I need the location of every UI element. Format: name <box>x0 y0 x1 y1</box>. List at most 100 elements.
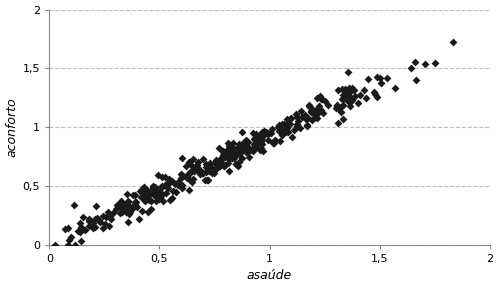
Point <box>51 242 59 247</box>
Point <box>220 152 228 157</box>
Point <box>79 215 87 219</box>
Point <box>221 155 229 160</box>
Point <box>280 122 288 127</box>
Point <box>224 147 232 151</box>
Point <box>312 107 320 112</box>
Point <box>91 225 99 229</box>
Point <box>255 138 263 143</box>
Point <box>282 130 290 134</box>
Point <box>166 197 174 202</box>
Point <box>287 134 295 139</box>
Point <box>124 219 132 224</box>
Point <box>226 168 234 173</box>
Point <box>277 125 285 130</box>
Point <box>346 86 354 91</box>
Point <box>214 166 222 170</box>
Point <box>85 224 93 229</box>
Point <box>259 149 267 154</box>
Point <box>154 173 162 178</box>
Point <box>208 170 216 175</box>
Point <box>224 154 232 159</box>
Point <box>85 217 93 222</box>
Point <box>275 122 283 127</box>
Point <box>251 143 259 147</box>
Point <box>195 167 203 171</box>
Point <box>126 210 134 215</box>
Point <box>222 163 230 167</box>
Point <box>321 99 329 103</box>
Point <box>234 163 242 168</box>
Point <box>123 205 131 209</box>
Point <box>249 147 256 151</box>
Point <box>215 159 223 164</box>
Point <box>310 111 318 116</box>
Point <box>162 182 170 187</box>
Point <box>344 94 352 99</box>
Point <box>124 198 132 203</box>
Point <box>65 238 73 242</box>
Point <box>205 163 213 168</box>
Point <box>431 61 439 66</box>
Point <box>92 203 100 208</box>
Point <box>195 169 203 174</box>
Point <box>204 167 212 172</box>
Point <box>123 192 131 196</box>
Point <box>230 156 238 161</box>
Point <box>236 143 244 148</box>
Point <box>264 131 272 136</box>
Point <box>128 205 136 209</box>
Point <box>264 138 272 143</box>
Point <box>112 207 120 212</box>
Point <box>177 176 185 181</box>
Point <box>219 161 227 166</box>
Point <box>317 108 325 113</box>
Point <box>205 163 213 167</box>
Point <box>119 204 127 209</box>
Point <box>351 93 359 98</box>
Point <box>74 229 82 233</box>
Point <box>271 137 279 142</box>
Point <box>304 115 312 120</box>
Point <box>220 155 228 160</box>
Point <box>122 201 130 206</box>
Point <box>286 116 294 121</box>
Point <box>174 182 182 187</box>
Point <box>317 96 325 101</box>
Point <box>212 160 220 164</box>
Point <box>337 109 345 114</box>
Point <box>230 147 238 151</box>
Point <box>168 178 176 183</box>
Point <box>238 149 246 154</box>
Point <box>198 170 206 174</box>
Point <box>137 194 145 199</box>
Point <box>242 145 250 149</box>
Point <box>190 168 198 173</box>
Point <box>225 144 233 148</box>
Point <box>150 193 158 197</box>
Point <box>285 122 293 126</box>
Point <box>179 174 187 179</box>
Point <box>189 156 197 161</box>
Point <box>173 190 181 194</box>
Point <box>212 166 220 171</box>
Point <box>276 139 284 143</box>
Point <box>178 182 186 187</box>
Point <box>199 171 207 175</box>
Point <box>312 115 320 120</box>
Point <box>159 192 167 196</box>
Point <box>303 122 311 127</box>
Point <box>311 115 319 119</box>
Point <box>279 125 287 130</box>
Point <box>373 74 381 79</box>
Point <box>211 160 219 165</box>
Point <box>157 184 165 189</box>
Point <box>162 175 170 179</box>
Point <box>334 120 342 125</box>
Point <box>371 92 379 96</box>
Point <box>270 141 278 146</box>
Point <box>117 199 125 203</box>
Point <box>150 186 158 191</box>
Point <box>268 126 276 131</box>
Point <box>257 141 265 146</box>
Point <box>241 148 249 153</box>
